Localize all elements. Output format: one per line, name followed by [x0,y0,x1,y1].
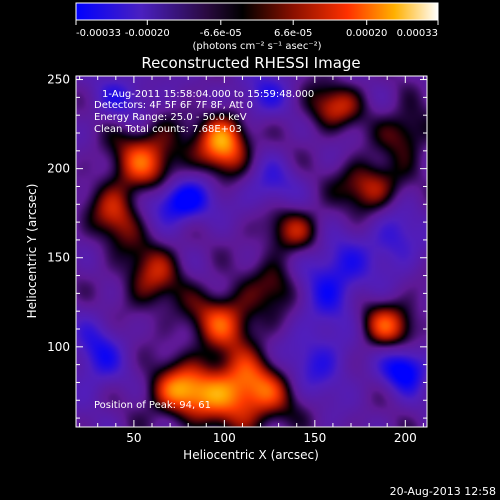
annotation-energy: Energy Range: 25.0 - 50.0 keV [94,112,247,123]
annotation-detectors: Detectors: 4F 5F 6F 7F 8F, Att 0 [94,100,253,111]
annotation-clean: Clean Total counts: 7.68E+03 [94,124,242,135]
x-axis-label: Heliocentric X (arcsec) [183,448,319,462]
colorbar-tick-label: -6.6e-05 [200,28,242,39]
colorbar-tick-label: -0.00033 [76,28,121,39]
x-tick-label: 100 [213,431,236,445]
footer-timestamp: 20-Aug-2013 12:58 [390,485,496,498]
x-tick-label: 150 [303,431,326,445]
colorbar: -0.00033 -0.00020 -6.6e-05 6.6e-05 0.00020 0.… [75,2,439,52]
y-axis: 100 150 200 250 [47,73,427,419]
colorbar-tick-label: 0.00020 [346,28,387,39]
heatmap-image [76,76,427,427]
colorbar-units-label: (photons cm⁻² s⁻¹ asec⁻²) [192,41,321,52]
y-tick-label: 150 [47,251,70,265]
annotation-time-range: 1-Aug-2011 15:58:04.000 to 15:59:48.000 [102,89,314,100]
colorbar-tick-label: 0.00033 [397,28,438,39]
colorbar-tick-label: 6.6e-05 [274,28,312,39]
annotations: 1-Aug-2011 15:58:04.000 to 15:59:48.000 … [94,89,314,411]
colorbar-ticks: -0.00033 -0.00020 -6.6e-05 6.6e-05 0.00020 0.… [75,20,439,39]
x-tick-label: 200 [394,431,417,445]
plot-area: 50 100 150 200 100 150 200 250 [47,73,428,445]
x-tick-label: 50 [126,431,141,445]
annotation-peak: Position of Peak: 94, 61 [94,400,211,411]
y-tick-label: 250 [47,73,70,87]
y-tick-label: 200 [47,162,70,176]
y-tick-label: 100 [47,340,70,354]
plot-frame [75,75,428,428]
x-axis: 50 100 150 200 [79,76,424,445]
chart-title: Reconstructed RHESSI Image [141,54,360,72]
colorbar-tick-label: -0.00020 [125,28,170,39]
y-axis-label: Heliocentric Y (arcsec) [25,184,39,319]
colorbar-gradient [75,2,439,21]
